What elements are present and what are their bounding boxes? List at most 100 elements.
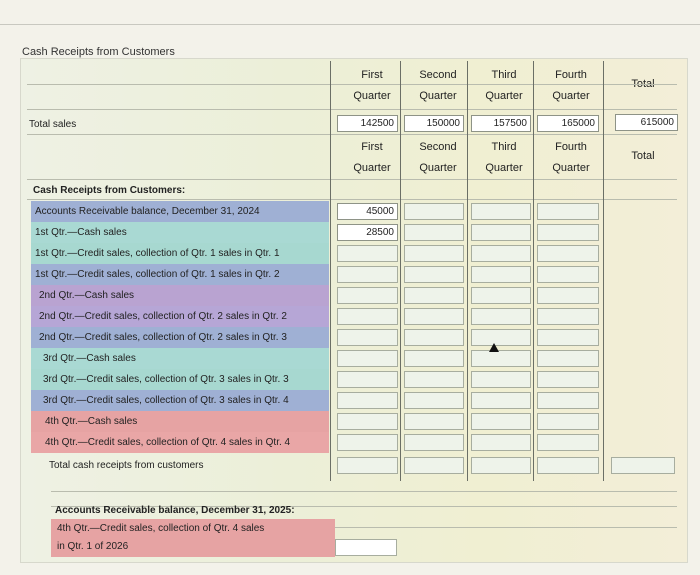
total-sales-label: Total sales: [29, 119, 77, 130]
input-cell[interactable]: [537, 434, 599, 451]
input-cell[interactable]: [404, 413, 464, 430]
input-cell[interactable]: [537, 392, 599, 409]
input-cell[interactable]: [537, 413, 599, 430]
total-sales-total: 615000: [615, 114, 678, 131]
row-band: [31, 222, 329, 243]
total-sales-q4: 165000: [537, 115, 599, 132]
grid-line: [51, 491, 677, 492]
cash-sales-q1: 28500: [337, 224, 398, 241]
input-ar-end[interactable]: [335, 539, 397, 556]
input-cell[interactable]: [404, 371, 464, 388]
mouse-cursor-icon: [489, 343, 499, 352]
input-cell[interactable]: [404, 329, 464, 346]
input-cell[interactable]: [537, 308, 599, 325]
input-cell[interactable]: [471, 329, 531, 346]
total-sales-q2: 150000: [404, 115, 464, 132]
input-cell[interactable]: [337, 308, 398, 325]
input-cell[interactable]: [537, 287, 599, 304]
input-cell[interactable]: [471, 203, 531, 220]
input-cell[interactable]: [471, 350, 531, 367]
row-label: 4th Qtr.—Credit sales, collection of Qtr…: [45, 437, 291, 448]
input-cell[interactable]: [337, 287, 398, 304]
row-label: 2nd Qtr.—Credit sales, collection of Qtr…: [39, 332, 287, 343]
row-band: [31, 327, 329, 348]
input-cell[interactable]: [337, 392, 398, 409]
input-cell[interactable]: [471, 457, 531, 474]
row-label: Total cash receipts from customers: [49, 460, 204, 471]
input-cell[interactable]: [404, 224, 464, 241]
input-cell[interactable]: [471, 224, 531, 241]
input-cell[interactable]: [471, 245, 531, 262]
input-cell[interactable]: [471, 413, 531, 430]
input-cell[interactable]: [471, 371, 531, 388]
input-cell[interactable]: [337, 413, 398, 430]
input-cell[interactable]: [337, 245, 398, 262]
input-cell[interactable]: [537, 266, 599, 283]
input-cell[interactable]: [337, 350, 398, 367]
input-cell[interactable]: [404, 457, 464, 474]
input-cell[interactable]: [404, 392, 464, 409]
input-cell[interactable]: [404, 308, 464, 325]
input-cell[interactable]: [404, 350, 464, 367]
input-cell[interactable]: [471, 392, 531, 409]
cash-receipts-sheet: First Quarter Second Quarter Third Quarter …: [20, 58, 688, 563]
input-cell[interactable]: [537, 329, 599, 346]
input-cell[interactable]: [337, 329, 398, 346]
grid-line: [51, 527, 677, 528]
input-cell[interactable]: [337, 266, 398, 283]
ar-balance-q1: 45000: [337, 203, 398, 220]
header-q2: Second Quarter: [419, 69, 457, 102]
mid-header-q3: Third Quarter: [485, 141, 523, 174]
column-divider: [603, 61, 604, 481]
ar-end-heading: Accounts Receivable balance, December 31…: [55, 505, 295, 516]
row-band: [31, 285, 329, 306]
input-total-cash-receipts[interactable]: [611, 457, 675, 474]
grid-line: [27, 134, 677, 135]
input-cell[interactable]: [537, 245, 599, 262]
row-band: [31, 369, 329, 390]
input-cell[interactable]: [404, 266, 464, 283]
row-label: 2nd Qtr.—Cash sales: [39, 290, 135, 301]
grid-line: [51, 506, 677, 507]
row-label: 1st Qtr.—Credit sales, collection of Qtr…: [35, 248, 280, 259]
row-band: [31, 390, 329, 411]
input-cell[interactable]: [404, 287, 464, 304]
input-cell[interactable]: [471, 266, 531, 283]
mid-header-total: Total: [631, 150, 655, 162]
input-cell[interactable]: [537, 371, 599, 388]
input-cell[interactable]: [404, 203, 464, 220]
row-label: Accounts Receivable balance, December 31…: [35, 206, 260, 217]
input-cell[interactable]: [537, 457, 599, 474]
input-cell[interactable]: [537, 224, 599, 241]
column-divider: [330, 61, 331, 481]
header-q3: Third Quarter: [485, 69, 523, 102]
input-cell[interactable]: [537, 203, 599, 220]
input-cell[interactable]: [404, 434, 464, 451]
input-cell[interactable]: [404, 245, 464, 262]
ar-end-line1: 4th Qtr.—Credit sales, collection of Qtr…: [57, 523, 265, 534]
grid-line: [27, 199, 677, 200]
row-label: 3rd Qtr.—Credit sales, collection of Qtr…: [43, 395, 289, 406]
input-cell[interactable]: [471, 287, 531, 304]
header-q4: Fourth Quarter: [552, 69, 590, 102]
grid-line: [27, 84, 677, 85]
input-cell[interactable]: [337, 371, 398, 388]
header-total: Total: [631, 78, 655, 90]
row-band: [31, 432, 329, 453]
column-divider: [400, 61, 401, 481]
row-band: [31, 201, 329, 222]
row-label: 3rd Qtr.—Credit sales, collection of Qtr…: [43, 374, 289, 385]
input-cell[interactable]: [337, 434, 398, 451]
section-label: Cash Receipts from Customers:: [33, 185, 186, 196]
row-label: 1st Qtr.—Credit sales, collection of Qtr…: [35, 269, 280, 280]
page-title: Cash Receipts from Customers: [22, 46, 175, 58]
row-band: [31, 306, 329, 327]
row-band: [31, 243, 329, 264]
column-divider: [533, 61, 534, 481]
input-cell[interactable]: [471, 434, 531, 451]
total-sales-q1: 142500: [337, 115, 398, 132]
input-cell[interactable]: [537, 350, 599, 367]
row-label: 4th Qtr.—Cash sales: [45, 416, 138, 427]
input-cell[interactable]: [471, 308, 531, 325]
input-cell[interactable]: [337, 457, 398, 474]
